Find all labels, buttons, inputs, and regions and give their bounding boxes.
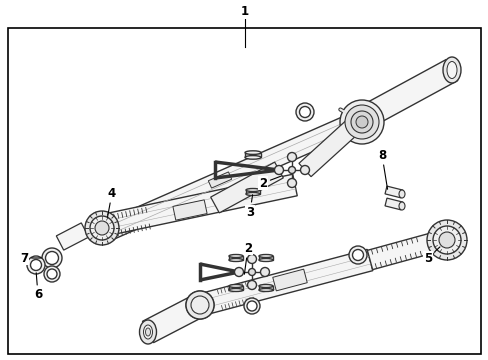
Circle shape [299, 107, 310, 117]
Circle shape [191, 296, 208, 314]
Ellipse shape [228, 255, 243, 257]
Text: 3: 3 [245, 195, 254, 219]
Circle shape [248, 269, 255, 275]
Text: 6: 6 [34, 273, 42, 302]
Ellipse shape [245, 189, 260, 192]
Circle shape [191, 296, 208, 314]
Circle shape [185, 291, 214, 319]
Circle shape [42, 248, 62, 268]
Bar [259, 286, 272, 290]
Polygon shape [197, 249, 372, 316]
Text: 2: 2 [259, 176, 281, 189]
Circle shape [352, 249, 363, 261]
Ellipse shape [245, 193, 260, 195]
Circle shape [426, 220, 466, 260]
Bar [228, 256, 243, 260]
Circle shape [234, 267, 243, 276]
Ellipse shape [145, 328, 150, 336]
Ellipse shape [228, 288, 243, 292]
Polygon shape [102, 174, 297, 236]
Bar [244, 153, 261, 157]
Circle shape [350, 111, 372, 133]
Circle shape [44, 266, 60, 282]
Polygon shape [56, 223, 88, 250]
Polygon shape [210, 162, 283, 213]
Circle shape [47, 269, 57, 279]
Polygon shape [272, 269, 306, 291]
Ellipse shape [244, 156, 261, 159]
Circle shape [287, 179, 296, 188]
Polygon shape [142, 294, 205, 343]
Bar [228, 286, 243, 290]
Ellipse shape [259, 258, 272, 261]
Circle shape [30, 260, 41, 270]
Circle shape [288, 166, 295, 174]
Circle shape [247, 280, 256, 289]
Circle shape [438, 232, 454, 248]
Circle shape [348, 246, 366, 264]
Polygon shape [208, 172, 231, 188]
Circle shape [274, 166, 283, 175]
Circle shape [185, 291, 214, 319]
Bar [259, 256, 272, 260]
Polygon shape [173, 200, 207, 220]
Ellipse shape [228, 284, 243, 288]
Circle shape [244, 298, 260, 314]
Circle shape [260, 267, 269, 276]
Circle shape [432, 226, 460, 254]
Circle shape [90, 216, 114, 240]
Circle shape [345, 105, 378, 139]
Ellipse shape [228, 258, 243, 261]
Circle shape [45, 252, 59, 265]
Ellipse shape [259, 288, 272, 292]
Polygon shape [106, 111, 363, 239]
Circle shape [295, 103, 313, 121]
Polygon shape [366, 233, 434, 270]
Polygon shape [353, 59, 457, 131]
Text: 7: 7 [20, 252, 41, 265]
Ellipse shape [143, 325, 152, 339]
Circle shape [287, 153, 296, 162]
Bar [245, 190, 260, 194]
Ellipse shape [139, 320, 156, 344]
Circle shape [85, 211, 119, 245]
Ellipse shape [244, 151, 261, 154]
Text: 4: 4 [107, 186, 116, 217]
Circle shape [246, 301, 257, 311]
Text: 5: 5 [423, 247, 439, 265]
Circle shape [95, 221, 109, 235]
Ellipse shape [446, 62, 456, 78]
Circle shape [300, 166, 309, 175]
Text: 1: 1 [241, 5, 248, 18]
Polygon shape [384, 198, 402, 210]
Circle shape [247, 255, 256, 264]
Ellipse shape [259, 255, 272, 257]
Ellipse shape [398, 190, 404, 198]
Ellipse shape [398, 202, 404, 210]
Circle shape [195, 300, 204, 310]
Polygon shape [298, 113, 366, 177]
Circle shape [27, 256, 45, 274]
Ellipse shape [259, 284, 272, 288]
Circle shape [355, 116, 367, 128]
Text: 8: 8 [377, 149, 387, 189]
Circle shape [339, 100, 383, 144]
Polygon shape [384, 186, 402, 198]
Text: 2: 2 [244, 242, 251, 274]
Ellipse shape [442, 57, 460, 83]
